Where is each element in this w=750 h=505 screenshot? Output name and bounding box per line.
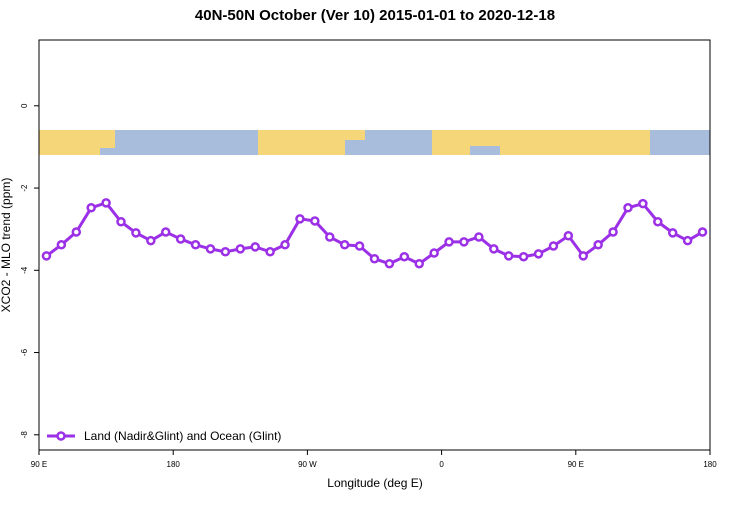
data-point: [86, 203, 96, 213]
data-point: [548, 241, 559, 251]
data-point: [533, 249, 544, 259]
x-tick-label: 90 E: [568, 460, 584, 469]
data-point: [175, 234, 186, 244]
chart-title: 40N-50N October (Ver 10) 2015-01-01 to 2…: [195, 7, 555, 24]
legend-label: Land (Nadir&Glint) and Ocean (Glint): [84, 429, 281, 443]
data-point: [697, 227, 708, 237]
data-point: [503, 251, 514, 261]
data-point: [459, 237, 469, 247]
x-tick-label: 90 W: [298, 460, 317, 469]
data-point: [310, 216, 320, 226]
data-point: [41, 251, 52, 261]
data-point: [160, 227, 171, 237]
data-point: [653, 217, 663, 227]
y-tick-label: -2: [20, 184, 29, 192]
data-point: [295, 214, 305, 224]
data-point: [593, 240, 603, 250]
data-point: [414, 258, 424, 269]
data-point: [354, 241, 365, 251]
data-point: [399, 251, 410, 262]
data-point: [518, 251, 529, 262]
data-point: [384, 258, 395, 269]
data-point: [101, 198, 111, 208]
y-axis-label: XCO2 - MLO trend (ppm): [0, 178, 13, 313]
data-point: [474, 232, 484, 242]
data-point: [235, 244, 246, 254]
legend-marker: [56, 431, 66, 441]
data-point: [220, 247, 231, 257]
data-point: [56, 240, 67, 250]
data-point: [608, 227, 618, 237]
data-point: [623, 203, 633, 213]
x-axis-label: Longitude (deg E): [327, 476, 422, 490]
y-tick-label: -6: [20, 348, 29, 356]
data-point: [265, 247, 275, 257]
y-tick-label: -8: [20, 431, 29, 439]
x-tick-label: 0: [439, 460, 444, 469]
data-point: [339, 240, 350, 250]
plot-frame: [38, 39, 711, 451]
data-point: [429, 248, 439, 258]
data-point: [71, 227, 82, 237]
data-point: [489, 244, 499, 254]
data-point: [131, 228, 141, 238]
data-point: [146, 235, 156, 246]
data-point: [325, 232, 335, 242]
x-tick-label: 180: [167, 460, 181, 469]
data-point: [205, 244, 216, 254]
data-point: [667, 228, 678, 238]
data-point: [638, 198, 648, 209]
data-point: [116, 217, 126, 227]
data-point: [578, 251, 589, 261]
y-tick-label: 0: [20, 103, 29, 108]
data-point: [190, 240, 201, 250]
data-point: [682, 235, 693, 246]
data-point: [280, 240, 290, 250]
data-point: [444, 237, 454, 247]
y-tick-label: -4: [20, 266, 29, 274]
data-point: [250, 242, 260, 252]
x-tick-label: 180: [703, 460, 717, 469]
x-tick-label: 90 E: [31, 460, 47, 469]
map-strip: [39, 130, 710, 155]
data-point: [563, 230, 574, 241]
data-point: [369, 254, 380, 264]
